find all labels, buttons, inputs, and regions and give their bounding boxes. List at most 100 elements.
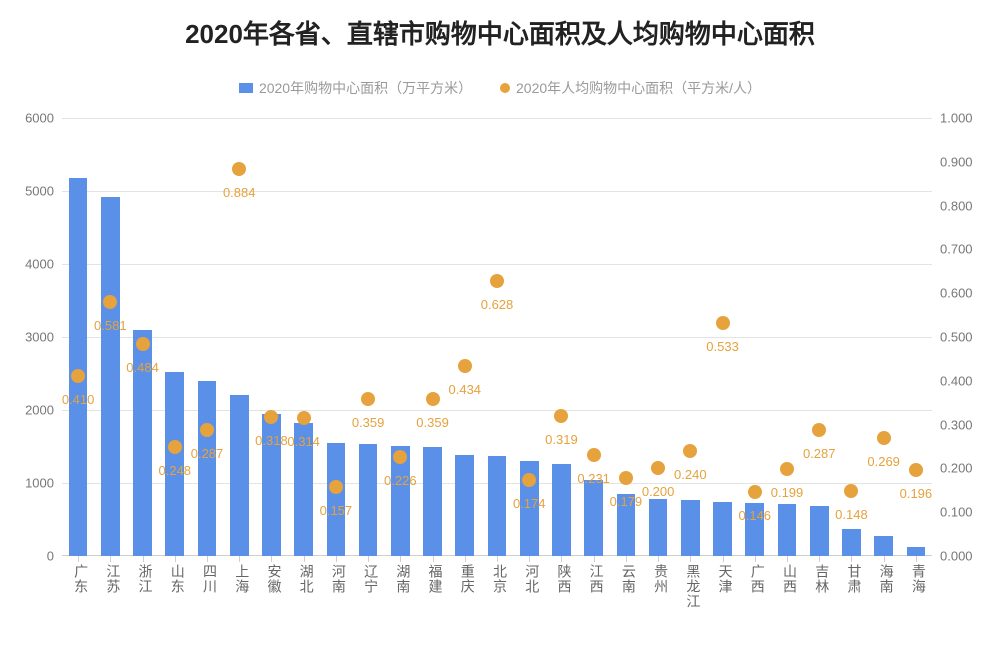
- grid-line: [62, 191, 932, 192]
- scatter-dot: [844, 484, 858, 498]
- dot-value-label: 0.231: [577, 471, 610, 486]
- bar: [101, 197, 120, 556]
- dot-value-label: 0.359: [352, 415, 385, 430]
- legend-swatch-dot: [500, 83, 510, 93]
- x-axis-label: 广西: [748, 556, 768, 594]
- scatter-dot: [780, 462, 794, 476]
- x-axis-label: 青海: [909, 556, 929, 594]
- x-axis-label: 江西: [587, 556, 607, 594]
- dot-value-label: 0.359: [416, 415, 449, 430]
- bar: [488, 456, 507, 556]
- dot-value-label: 0.410: [62, 392, 95, 407]
- legend-label-dot: 2020年人均购物中心面积（平方米/人）: [516, 80, 761, 96]
- y-left-tick: 0: [47, 549, 62, 564]
- dot-value-label: 0.434: [448, 382, 481, 397]
- x-axis-label: 贵州: [651, 556, 671, 594]
- bar: [681, 500, 700, 556]
- bar: [584, 480, 603, 556]
- scatter-dot: [490, 274, 504, 288]
- dot-value-label: 0.884: [223, 185, 256, 200]
- grid-line: [62, 337, 932, 338]
- y-right-tick: 0.700: [932, 242, 973, 257]
- bar: [423, 447, 442, 556]
- scatter-dot: [200, 423, 214, 437]
- x-axis-label: 广东: [71, 556, 91, 594]
- legend-label-bar: 2020年购物中心面积（万平方米）: [259, 80, 472, 96]
- y-right-tick: 0.000: [932, 549, 973, 564]
- scatter-dot: [554, 409, 568, 423]
- x-axis-label: 云南: [619, 556, 639, 594]
- scatter-dot: [683, 444, 697, 458]
- bar: [874, 536, 893, 556]
- x-axis-label: 甘肃: [844, 556, 864, 594]
- dot-value-label: 0.318: [255, 433, 288, 448]
- dot-value-label: 0.200: [642, 484, 675, 499]
- dot-value-label: 0.146: [738, 508, 771, 523]
- x-axis-label: 江苏: [103, 556, 123, 594]
- x-axis-label: 湖南: [393, 556, 413, 594]
- x-axis-label: 上海: [232, 556, 252, 594]
- scatter-dot: [393, 450, 407, 464]
- dot-value-label: 0.269: [867, 454, 900, 469]
- scatter-dot: [522, 473, 536, 487]
- y-right-tick: 0.600: [932, 286, 973, 301]
- scatter-dot: [136, 337, 150, 351]
- x-axis-label: 湖北: [297, 556, 317, 594]
- bar: [455, 455, 474, 556]
- dot-value-label: 0.148: [835, 507, 868, 522]
- bar: [69, 178, 88, 556]
- y-right-tick: 1.000: [932, 111, 973, 126]
- bar: [327, 443, 346, 556]
- scatter-dot: [909, 463, 923, 477]
- y-right-tick: 0.800: [932, 198, 973, 213]
- grid-line: [62, 118, 932, 119]
- grid-line: [62, 264, 932, 265]
- scatter-dot: [426, 392, 440, 406]
- y-left-tick: 3000: [25, 330, 62, 345]
- x-axis-label: 重庆: [458, 556, 478, 594]
- x-axis-label: 海南: [877, 556, 897, 594]
- y-right-tick: 0.400: [932, 373, 973, 388]
- legend-swatch-bar: [239, 83, 253, 93]
- y-left-tick: 6000: [25, 111, 62, 126]
- bar: [810, 506, 829, 556]
- scatter-dot: [232, 162, 246, 176]
- scatter-dot: [877, 431, 891, 445]
- bar: [842, 529, 861, 556]
- dot-value-label: 0.319: [545, 432, 578, 447]
- scatter-dot: [264, 410, 278, 424]
- y-right-tick: 0.500: [932, 330, 973, 345]
- scatter-dot: [748, 485, 762, 499]
- x-axis-label: 吉林: [812, 556, 832, 594]
- x-axis-label: 陕西: [554, 556, 574, 594]
- x-axis-label: 天津: [716, 556, 736, 594]
- bar: [230, 395, 249, 556]
- scatter-dot: [329, 480, 343, 494]
- x-axis-label: 浙江: [136, 556, 156, 594]
- dot-value-label: 0.628: [481, 297, 514, 312]
- chart-title: 2020年各省、直辖市购物中心面积及人均购物中心面积: [0, 14, 1000, 51]
- dot-value-label: 0.240: [674, 467, 707, 482]
- x-axis-label: 辽宁: [361, 556, 381, 594]
- combo-chart: 2020年各省、直辖市购物中心面积及人均购物中心面积 2020年购物中心面积（万…: [0, 0, 1000, 649]
- dot-value-label: 0.199: [771, 485, 804, 500]
- x-axis-label: 北京: [490, 556, 510, 594]
- dot-value-label: 0.196: [900, 486, 933, 501]
- scatter-dot: [168, 440, 182, 454]
- y-left-tick: 5000: [25, 184, 62, 199]
- scatter-dot: [458, 359, 472, 373]
- dot-value-label: 0.484: [126, 360, 159, 375]
- x-axis-label: 山东: [168, 556, 188, 594]
- bar: [359, 444, 378, 556]
- x-axis-label: 河北: [522, 556, 542, 594]
- scatter-dot: [651, 461, 665, 475]
- y-left-tick: 2000: [25, 403, 62, 418]
- scatter-dot: [361, 392, 375, 406]
- x-axis-label: 山西: [780, 556, 800, 594]
- scatter-dot: [71, 369, 85, 383]
- scatter-dot: [103, 295, 117, 309]
- bar: [198, 381, 217, 556]
- scatter-dot: [587, 448, 601, 462]
- y-left-tick: 1000: [25, 476, 62, 491]
- scatter-dot: [812, 423, 826, 437]
